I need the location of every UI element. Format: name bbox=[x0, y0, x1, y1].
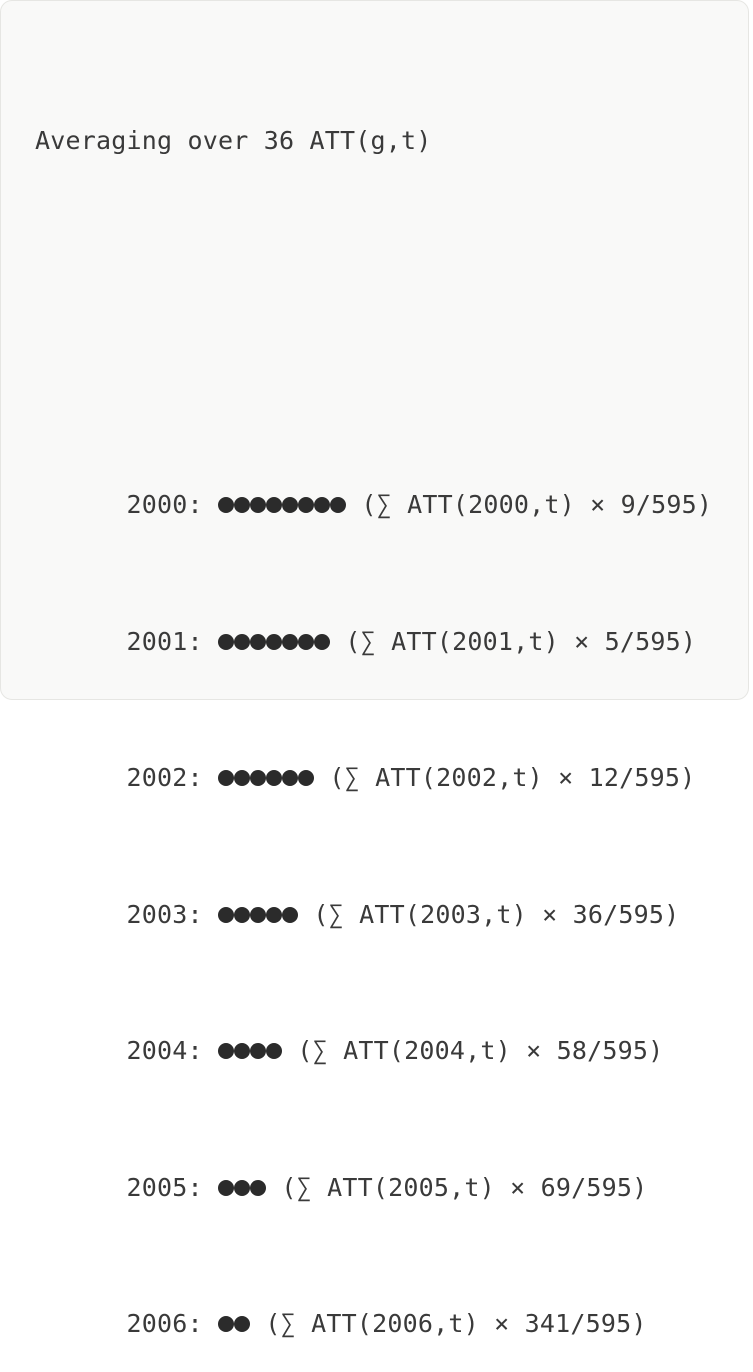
row-2005: 2005: (∑ ATT(2005,t) × 69/595) bbox=[35, 1119, 712, 1202]
dot-icon bbox=[234, 497, 251, 514]
dot-icon bbox=[298, 497, 315, 514]
dot-icon bbox=[298, 770, 315, 787]
dot-icon bbox=[234, 770, 251, 787]
dot-icon bbox=[282, 633, 299, 650]
dot-icon bbox=[298, 633, 315, 650]
blank-line bbox=[35, 255, 712, 301]
row-year: 2004: bbox=[126, 1036, 203, 1065]
dot-icon bbox=[266, 633, 283, 650]
dot-icon bbox=[218, 633, 235, 650]
row-formula: (∑ ATT(2000,t) × 9/595) bbox=[361, 490, 713, 519]
dot-icon bbox=[266, 497, 283, 514]
row-year: 2001: bbox=[126, 626, 203, 656]
dot-icon bbox=[218, 770, 235, 787]
header-line: Averaging over 36 ATT(g,t) bbox=[35, 126, 432, 155]
row-formula: (∑ ATT(2006,t) × 341/595) bbox=[265, 1309, 647, 1338]
row-formula: (∑ ATT(2004,t) × 58/595) bbox=[297, 1036, 664, 1065]
dot-icon bbox=[234, 1179, 251, 1196]
row-formula: (∑ ATT(2003,t) × 36/595) bbox=[313, 899, 680, 929]
dot-icon bbox=[234, 906, 251, 923]
dot-bar bbox=[218, 618, 331, 664]
dot-bar bbox=[218, 1027, 283, 1073]
dot-icon bbox=[250, 497, 267, 514]
row-2001: 2001: (∑ ATT(2001,t) × 5/595) bbox=[35, 573, 712, 656]
row-2000: 2000: (∑ ATT(2000,t) × 9/595) bbox=[35, 437, 712, 519]
code-output-panel: Averaging over 36 ATT(g,t) 2000: (∑ ATT(… bbox=[0, 0, 749, 1338]
dot-icon bbox=[234, 1043, 251, 1060]
dot-icon bbox=[314, 497, 331, 514]
dot-icon bbox=[234, 1316, 251, 1333]
dot-icon bbox=[250, 1043, 267, 1060]
row-2003: 2003: (∑ ATT(2003,t) × 36/595) bbox=[35, 846, 712, 929]
row-year: 2002: bbox=[126, 763, 203, 792]
row-2006: 2006: (∑ ATT(2006,t) × 341/595) bbox=[35, 1256, 712, 1338]
dot-icon bbox=[218, 1043, 235, 1060]
row-year: 2003: bbox=[126, 899, 203, 929]
row-year: 2006: bbox=[126, 1309, 203, 1338]
row-formula: (∑ ATT(2005,t) × 69/595) bbox=[281, 1172, 648, 1202]
dot-icon bbox=[218, 1179, 235, 1196]
dot-icon bbox=[218, 906, 235, 923]
dot-icon bbox=[218, 497, 235, 514]
dot-icon bbox=[266, 906, 283, 923]
row-2002: 2002: (∑ ATT(2002,t) × 12/595) bbox=[35, 710, 712, 792]
dot-icon bbox=[234, 633, 251, 650]
dot-icon bbox=[250, 633, 267, 650]
row-year: 2000: bbox=[126, 490, 203, 519]
dot-icon bbox=[314, 633, 331, 650]
row-year: 2005: bbox=[126, 1172, 203, 1202]
dot-icon bbox=[266, 1043, 283, 1060]
dot-icon bbox=[330, 497, 347, 514]
dot-icon bbox=[282, 770, 299, 787]
dot-bar bbox=[218, 481, 347, 527]
dot-icon bbox=[250, 770, 267, 787]
dot-bar bbox=[218, 754, 315, 800]
dot-bar bbox=[218, 891, 299, 937]
dot-icon bbox=[282, 906, 299, 923]
dot-bar bbox=[218, 1300, 251, 1346]
dot-bar bbox=[218, 1164, 267, 1210]
dot-icon bbox=[218, 1316, 235, 1333]
dot-icon bbox=[250, 1179, 267, 1196]
dot-icon bbox=[282, 497, 299, 514]
row-formula: (∑ ATT(2002,t) × 12/595) bbox=[329, 763, 696, 792]
row-formula: (∑ ATT(2001,t) × 5/595) bbox=[345, 626, 697, 656]
dot-icon bbox=[250, 906, 267, 923]
code-output: Averaging over 36 ATT(g,t) 2000: (∑ ATT(… bbox=[35, 27, 712, 1372]
row-2004: 2004: (∑ ATT(2004,t) × 58/595) bbox=[35, 983, 712, 1065]
dot-icon bbox=[266, 770, 283, 787]
